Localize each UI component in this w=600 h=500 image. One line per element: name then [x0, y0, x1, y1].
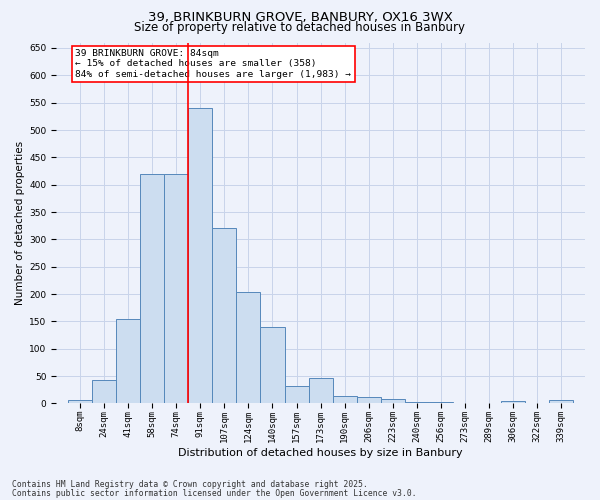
Bar [164, 174, 188, 404]
Bar [92, 380, 116, 404]
Bar [308, 378, 332, 404]
Bar [332, 396, 356, 404]
Text: Contains public sector information licensed under the Open Government Licence v3: Contains public sector information licen… [12, 489, 416, 498]
Text: Contains HM Land Registry data © Crown copyright and database right 2025.: Contains HM Land Registry data © Crown c… [12, 480, 368, 489]
Bar [236, 292, 260, 404]
Bar [501, 400, 525, 404]
Bar [212, 228, 236, 404]
Bar [549, 400, 573, 404]
Bar [140, 174, 164, 404]
Bar [116, 318, 140, 404]
Bar [68, 400, 92, 404]
Text: Size of property relative to detached houses in Banbury: Size of property relative to detached ho… [134, 21, 466, 34]
Text: 39 BRINKBURN GROVE: 84sqm
← 15% of detached houses are smaller (358)
84% of semi: 39 BRINKBURN GROVE: 84sqm ← 15% of detac… [76, 49, 352, 79]
Bar [260, 327, 284, 404]
X-axis label: Distribution of detached houses by size in Banbury: Distribution of detached houses by size … [178, 448, 463, 458]
Bar [356, 397, 380, 404]
Text: 39, BRINKBURN GROVE, BANBURY, OX16 3WX: 39, BRINKBURN GROVE, BANBURY, OX16 3WX [148, 11, 452, 24]
Bar [380, 398, 405, 404]
Bar [405, 402, 429, 404]
Bar [188, 108, 212, 404]
Y-axis label: Number of detached properties: Number of detached properties [15, 141, 25, 305]
Bar [429, 402, 453, 404]
Bar [284, 386, 308, 404]
